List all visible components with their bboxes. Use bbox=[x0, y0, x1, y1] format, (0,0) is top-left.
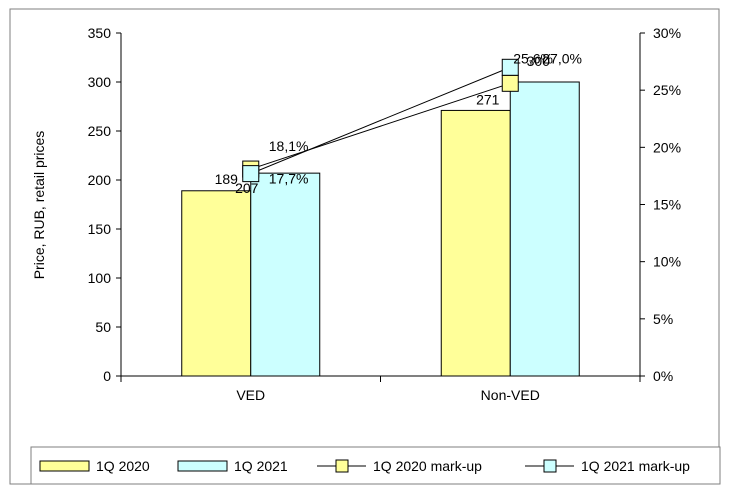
category-label: VED bbox=[236, 387, 265, 403]
markup-value-label: 18,1% bbox=[269, 138, 309, 154]
legend-label: 1Q 2020 mark-up bbox=[373, 458, 482, 474]
markup-line bbox=[250, 82, 511, 170]
right-tick-label: 15% bbox=[653, 197, 681, 213]
legend-label: 1Q 2021 mark-up bbox=[581, 458, 690, 474]
bar bbox=[250, 172, 321, 377]
bar-value-label: 207 bbox=[235, 180, 259, 196]
category-labels: VED Non-VED bbox=[120, 376, 641, 403]
legend-swatch bbox=[39, 460, 90, 472]
data-labels: 189 271 207 300 18,1% 25,6% 17,7% 27,0% bbox=[215, 50, 582, 196]
markup-line bbox=[250, 66, 511, 175]
bar bbox=[181, 190, 252, 377]
left-axis-ticks: 0 50 100 150 200 250 300 350 bbox=[88, 25, 121, 384]
chart-frame bbox=[9, 8, 720, 485]
right-tick-label: 30% bbox=[653, 25, 681, 41]
right-tick-label: 10% bbox=[653, 254, 681, 270]
right-tick-label: 25% bbox=[653, 82, 681, 98]
category-label: Non-VED bbox=[481, 387, 540, 403]
bar-value-label: 300 bbox=[527, 53, 551, 69]
legend-marker bbox=[335, 459, 349, 473]
markup-value-label: 17,7% bbox=[269, 171, 309, 187]
markup-value-label: 27,0% bbox=[542, 50, 582, 66]
left-tick-label: 150 bbox=[88, 221, 112, 237]
bar bbox=[509, 81, 580, 377]
left-tick-label: 250 bbox=[88, 123, 112, 139]
markup-marker bbox=[501, 58, 519, 76]
left-tick-label: 200 bbox=[88, 172, 112, 188]
left-tick-label: 350 bbox=[88, 25, 112, 41]
left-tick-label: 0 bbox=[103, 368, 111, 384]
legend-label: 1Q 2020 bbox=[96, 458, 150, 474]
right-tick-label: 20% bbox=[653, 139, 681, 155]
markup-value-label: 25,6% bbox=[513, 50, 553, 66]
markup-marker bbox=[501, 74, 519, 92]
bar bbox=[440, 109, 511, 377]
markup-marker bbox=[242, 165, 260, 183]
y-axis-label: Price, RUB, retail prices bbox=[31, 131, 47, 280]
bar-value-label: 189 bbox=[215, 171, 239, 187]
right-axis-ticks: 0% 5% 10% 15% 20% 25% 30% bbox=[640, 25, 681, 384]
legend-box bbox=[30, 446, 721, 485]
markup-lines bbox=[242, 58, 519, 183]
legend-label: 1Q 2021 bbox=[234, 458, 288, 474]
bar-value-label: 271 bbox=[476, 91, 500, 107]
left-tick-label: 100 bbox=[88, 270, 112, 286]
left-tick-label: 50 bbox=[95, 319, 111, 335]
bars bbox=[181, 81, 580, 377]
right-tick-label: 0% bbox=[653, 368, 673, 384]
legend-marker bbox=[543, 459, 557, 473]
legend-swatch bbox=[177, 460, 228, 472]
right-tick-label: 5% bbox=[653, 311, 673, 327]
left-tick-label: 300 bbox=[88, 74, 112, 90]
legend: 1Q 2020 1Q 2021 1Q 2020 mark-up 1Q 2021 mar… bbox=[39, 458, 690, 474]
